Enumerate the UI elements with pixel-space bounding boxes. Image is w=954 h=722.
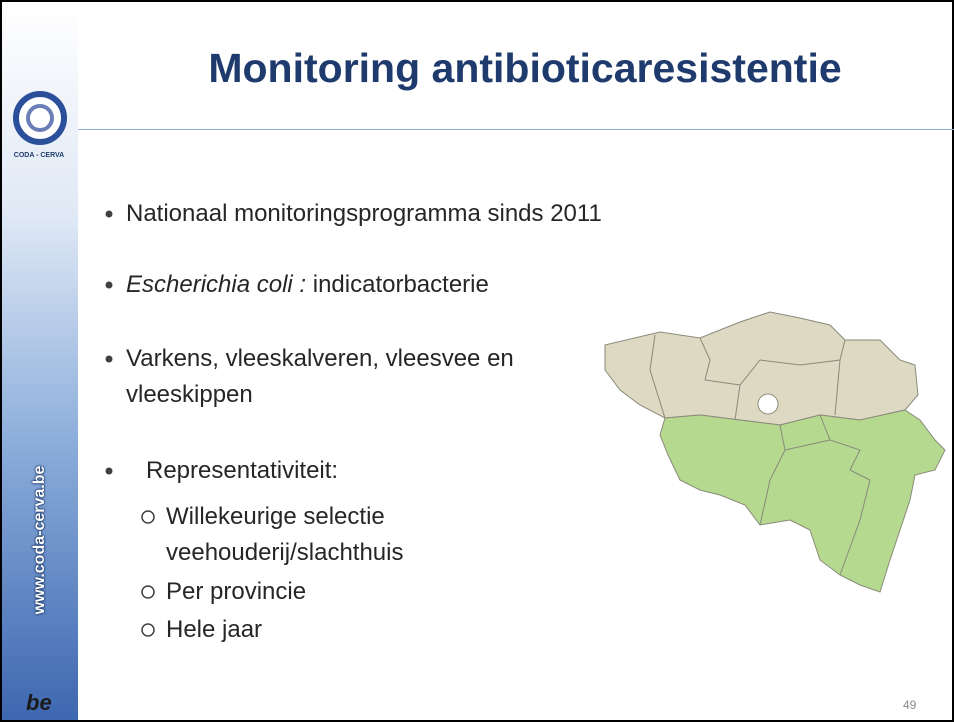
- bullet-line: Escherichia coli : indicatorbacterie: [126, 267, 489, 303]
- map-north: [604, 311, 919, 426]
- sub-bullet: [141, 623, 155, 637]
- province-border: [739, 339, 846, 386]
- bullet-text: Nationaal monitoringsprogramma sinds 201…: [126, 200, 602, 227]
- logo-text: CODA - CERVA: [13, 152, 65, 159]
- sub-bullet: [141, 585, 155, 599]
- map-south: [659, 409, 946, 593]
- footer-logo: be: [26, 690, 52, 715]
- province-border: [834, 359, 841, 416]
- bullet: [105, 210, 113, 218]
- logo-inner: [26, 104, 54, 132]
- province-border: [759, 424, 786, 526]
- sub-bullet-text: Per provincie: [166, 578, 307, 605]
- province-border: [784, 439, 831, 451]
- bullet-text: indicatorbacterie: [306, 271, 489, 298]
- bullet: [105, 467, 113, 475]
- bullet: [105, 281, 113, 289]
- province-border: [699, 337, 741, 386]
- bullet-text: Representativiteit:: [146, 457, 339, 484]
- page-number: 49: [903, 698, 917, 712]
- logo-ring: [13, 91, 67, 145]
- title-rule: [78, 129, 954, 130]
- brussels: [757, 393, 779, 415]
- sub-bullet: [141, 510, 155, 524]
- province-border: [649, 334, 666, 419]
- belgium-map: [604, 311, 946, 593]
- bullet: [105, 355, 113, 363]
- sidebar-url: www.coda-cerva.be: [31, 465, 48, 615]
- slide-title: Monitoring antibioticaresistentie: [208, 45, 842, 91]
- bullet-italic: Escherichia coli :: [126, 271, 307, 298]
- province-border: [734, 384, 741, 421]
- sub-bullet-text: Willekeurige selectie veehouderij/slacht…: [166, 503, 404, 566]
- sub-bullet-text: Hele jaar: [166, 616, 263, 643]
- bullet-text: Varkens, vleeskalveren, vleesvee en vlee…: [126, 345, 514, 408]
